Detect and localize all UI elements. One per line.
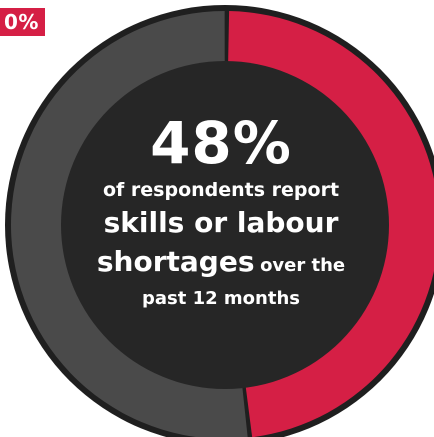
- center-disc: [61, 61, 389, 389]
- corner-badge: 0%: [0, 8, 45, 36]
- center-line-1: of respondents report: [102, 179, 340, 201]
- center-line-3-emphasis: shortages: [96, 245, 255, 278]
- center-line-4: past 12 months: [141, 288, 300, 309]
- center-line-3: shortages over the: [69, 242, 373, 286]
- center-label: 48% of respondents report skills or labo…: [69, 110, 373, 312]
- center-line-3-rest: over the: [260, 255, 346, 276]
- corner-badge-text: 0%: [4, 10, 39, 34]
- center-line-2: skills or labour: [103, 206, 339, 239]
- center-value: 48%: [150, 109, 292, 177]
